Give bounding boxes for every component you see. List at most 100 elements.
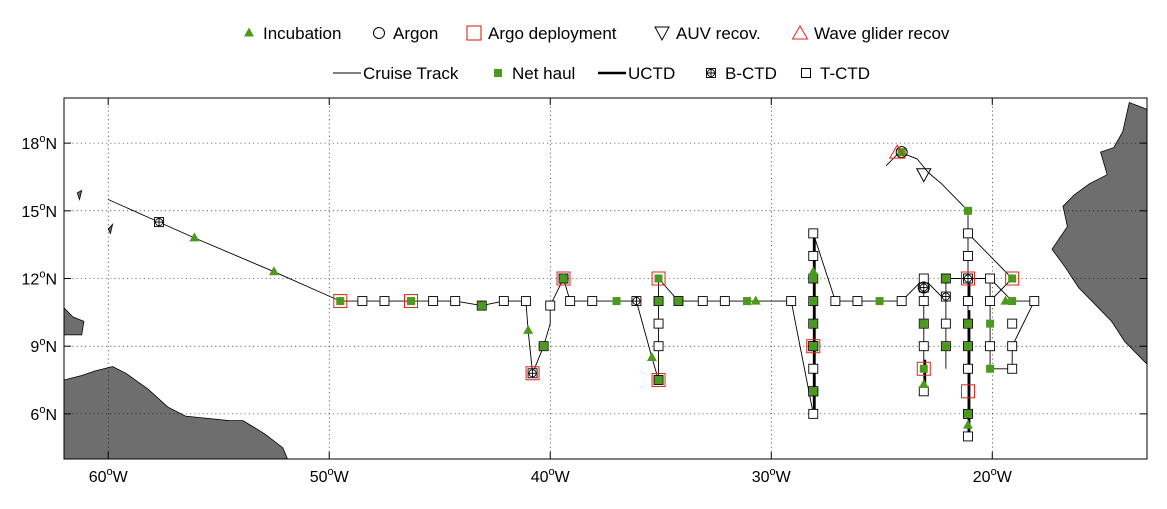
argo-deployment-marker bbox=[806, 339, 821, 354]
legend-item-auv: AUV recov. bbox=[654, 24, 761, 43]
t-ctd-station bbox=[1007, 341, 1018, 352]
tick-hemisphere: W bbox=[555, 469, 571, 486]
net-haul-station bbox=[1008, 297, 1017, 306]
argo-deployment-marker bbox=[556, 271, 571, 286]
legend-item-tctd: T-CTD bbox=[801, 64, 870, 83]
wave-glider-recovery-marker bbox=[888, 144, 906, 159]
t-ctd-station bbox=[852, 296, 863, 307]
t-ctd-station bbox=[963, 296, 973, 307]
tick-hemisphere: W bbox=[997, 469, 1013, 486]
t-ctd-station bbox=[653, 318, 664, 329]
tick-degrees: 20 bbox=[973, 469, 991, 486]
legend-item-wave: Wave glider recov bbox=[791, 24, 950, 43]
b-ctd-cross bbox=[155, 218, 163, 226]
degree-mark: o bbox=[106, 466, 112, 478]
t-ctd-station bbox=[808, 408, 819, 419]
t-ctd-station bbox=[896, 296, 907, 307]
b-ctd-cross bbox=[707, 69, 715, 77]
legend-label: Net haul bbox=[512, 64, 575, 83]
legend-item-bctd: B-CTD bbox=[706, 64, 777, 83]
argo-deployment-marker bbox=[525, 366, 540, 381]
y-tick-label: 15oN bbox=[22, 201, 57, 221]
tick-degrees: 12 bbox=[22, 272, 40, 289]
legend-square-icon bbox=[801, 68, 811, 78]
tick-degrees: 6 bbox=[30, 407, 39, 424]
b-ctd-station bbox=[940, 291, 951, 302]
net-haul-station bbox=[941, 342, 950, 351]
t-ctd-station bbox=[545, 300, 556, 311]
argo-deployment-layer bbox=[333, 271, 1020, 399]
t-ctd-station bbox=[963, 228, 973, 239]
land-mass bbox=[64, 307, 85, 336]
b-ctd-cross bbox=[632, 297, 641, 305]
t-ctd-station bbox=[1007, 363, 1018, 374]
land-mass bbox=[107, 222, 114, 235]
net-haul-station bbox=[941, 274, 950, 283]
land-mass bbox=[1051, 101, 1147, 365]
legend-symbol-icon bbox=[791, 24, 809, 40]
land-mass bbox=[64, 366, 288, 459]
t-ctd-station bbox=[450, 296, 461, 307]
legend-label: Cruise Track bbox=[363, 64, 459, 83]
y-tick-label: 9oN bbox=[30, 336, 57, 356]
degree-mark: o bbox=[770, 466, 776, 478]
legend-item-net: Net haul bbox=[494, 64, 575, 83]
t-ctd-station bbox=[963, 363, 973, 374]
argo-deployment-marker bbox=[404, 294, 419, 309]
degree-mark: o bbox=[39, 404, 45, 416]
net-haul-station bbox=[986, 319, 995, 328]
tick-hemisphere: N bbox=[45, 339, 57, 356]
t-ctd-station bbox=[697, 296, 708, 307]
t-ctd-station bbox=[918, 296, 929, 307]
argo-deployment-marker bbox=[960, 271, 975, 286]
legend-square-icon bbox=[466, 25, 482, 41]
t-ctd-station bbox=[587, 296, 598, 307]
net-haul-station bbox=[477, 301, 486, 310]
degree-mark: o bbox=[991, 466, 997, 478]
net-haul-station bbox=[809, 274, 818, 283]
legend-label: B-CTD bbox=[725, 64, 777, 83]
y-tick-label: 18oN bbox=[22, 133, 57, 153]
degree-mark: o bbox=[39, 269, 45, 281]
y-tick-label: 12oN bbox=[22, 269, 57, 289]
net-haul-station bbox=[809, 319, 818, 328]
b-ctd-station bbox=[154, 217, 164, 228]
argo-deployment-marker bbox=[960, 384, 975, 399]
net-haul-station bbox=[407, 297, 416, 306]
x-tick-label: 50oW bbox=[310, 466, 350, 486]
net-haul-station bbox=[612, 297, 621, 306]
degree-mark: o bbox=[549, 466, 555, 478]
t-ctd-station bbox=[918, 341, 929, 352]
argo-deployment-marker bbox=[916, 361, 931, 376]
argo-deployment-marker bbox=[651, 373, 666, 388]
net-haul-station bbox=[963, 342, 972, 351]
y-tick-label: 6oN bbox=[30, 404, 57, 424]
net-haul-station bbox=[674, 297, 683, 306]
net-haul-station bbox=[986, 364, 995, 373]
x-tick-label: 40oW bbox=[531, 466, 571, 486]
incubation-station bbox=[268, 266, 279, 276]
net-haul-station bbox=[809, 342, 818, 351]
incubation-station bbox=[523, 324, 534, 334]
t-ctd-station bbox=[963, 250, 973, 261]
t-ctd-station bbox=[498, 296, 509, 307]
b-ctd-station bbox=[527, 368, 538, 379]
tick-degrees: 9 bbox=[30, 339, 39, 356]
incubation-station bbox=[646, 351, 657, 361]
b-ctd-station bbox=[918, 282, 929, 293]
tick-degrees: 30 bbox=[752, 469, 770, 486]
net-haul-station bbox=[963, 409, 972, 418]
x-tick-label: 30oW bbox=[752, 466, 792, 486]
net-haul-layer bbox=[336, 148, 1017, 418]
net-haul-station bbox=[654, 297, 663, 306]
t-ctd-station bbox=[830, 296, 841, 307]
tick-hemisphere: N bbox=[45, 407, 57, 424]
cruise-track-line bbox=[885, 151, 969, 212]
legend-label: UCTD bbox=[628, 64, 675, 83]
argo-deployment-marker bbox=[651, 271, 666, 286]
net-haul-station bbox=[919, 364, 928, 373]
tick-degrees: 18 bbox=[22, 136, 40, 153]
degree-mark: o bbox=[39, 133, 45, 145]
